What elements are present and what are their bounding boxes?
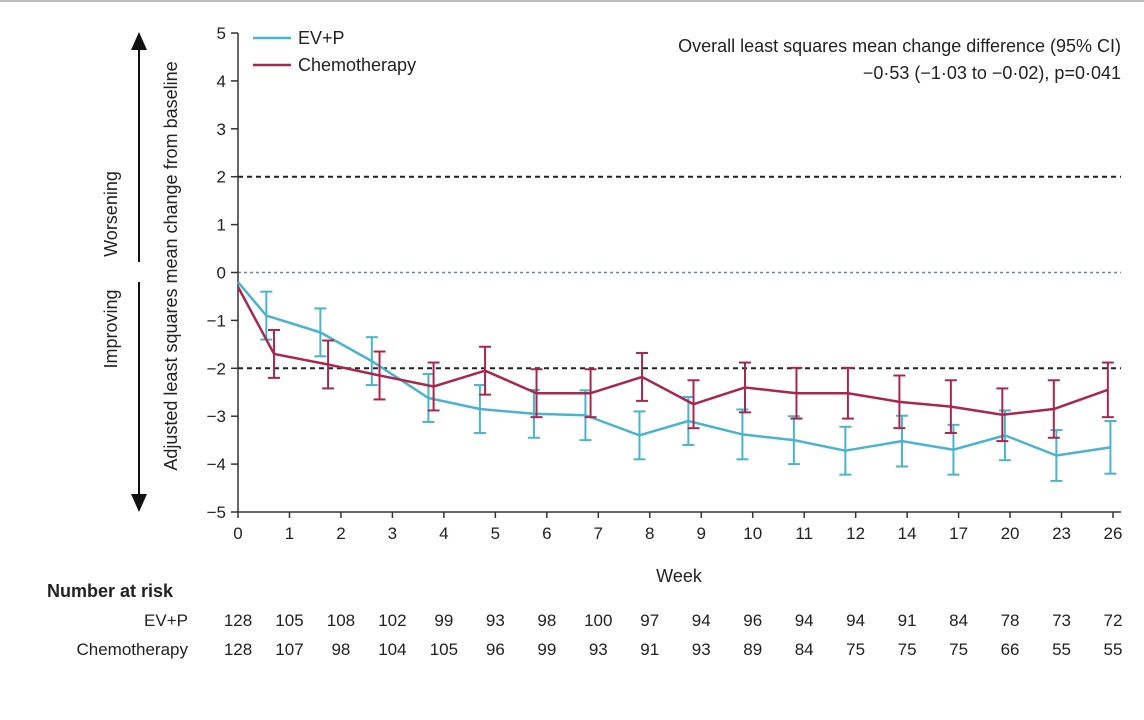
x-tick-label: 9	[697, 524, 706, 543]
worsening-arrow-head	[131, 32, 147, 50]
x-tick-label: 2	[336, 524, 345, 543]
x-tick-label: 0	[233, 524, 242, 543]
x-tick-label: 26	[1104, 524, 1123, 543]
y-tick-label: 4	[217, 72, 226, 91]
y-tick-label: −5	[207, 503, 226, 522]
risk-value: 128	[224, 640, 252, 659]
y-tick-label: −3	[207, 407, 226, 426]
risk-value: 94	[795, 611, 814, 630]
y-tick-label: 2	[217, 168, 226, 187]
risk-value: 73	[1052, 611, 1071, 630]
risk-value: 93	[486, 611, 505, 630]
risk-value: 104	[378, 640, 406, 659]
risk-row-label: Chemotherapy	[76, 640, 188, 659]
risk-value: 107	[275, 640, 303, 659]
annotation-line-2: −0·53 (−1·03 to −0·02), p=0·041	[863, 63, 1121, 83]
risk-value: 91	[640, 640, 659, 659]
x-tick-label: 5	[491, 524, 500, 543]
risk-value: 55	[1104, 640, 1123, 659]
legend: EV+P Chemotherapy	[253, 28, 416, 75]
series-chemotherapy	[236, 286, 1114, 443]
risk-value: 128	[224, 611, 252, 630]
risk-value: 75	[949, 640, 968, 659]
x-tick-label: 7	[594, 524, 603, 543]
y-axis-title: Adjusted least squares mean change from …	[161, 61, 181, 470]
risk-value: 84	[949, 611, 968, 630]
risk-value: 105	[430, 640, 458, 659]
risk-value: 93	[692, 640, 711, 659]
y-tick-label: −2	[207, 359, 226, 378]
risk-values: 128 105 108 102 99 93 98 100 97 94 96 94 94 91 84 78 73 7…	[224, 611, 1123, 659]
x-ticks: 0 1 2 3 4 5 6 7 8 9 10 11 12 14 17 20 23 26	[233, 512, 1122, 543]
direction-arrows: Worsening Improving Adjusted least squar…	[101, 32, 181, 512]
risk-value: 66	[1001, 640, 1020, 659]
risk-value: 55	[1052, 640, 1071, 659]
x-tick-label: 23	[1052, 524, 1071, 543]
risk-value: 108	[327, 611, 355, 630]
x-tick-label: 20	[1001, 524, 1020, 543]
risk-value: 78	[1001, 611, 1020, 630]
y-tick-label: 1	[217, 216, 226, 235]
worsening-label: Worsening	[101, 171, 121, 257]
risk-value: 84	[795, 640, 814, 659]
risk-value: 93	[589, 640, 608, 659]
y-tick-label: −4	[207, 455, 226, 474]
risk-value: 100	[584, 611, 612, 630]
risk-value: 96	[743, 611, 762, 630]
y-tick-label: 0	[217, 264, 226, 283]
risk-table-title: Number at risk	[47, 581, 174, 601]
improving-label: Improving	[101, 289, 121, 368]
risk-value: 72	[1104, 611, 1123, 630]
x-tick-label: 8	[645, 524, 654, 543]
risk-row-label: EV+P	[144, 611, 188, 630]
x-tick-label: 6	[542, 524, 551, 543]
risk-value: 96	[486, 640, 505, 659]
risk-value: 94	[846, 611, 865, 630]
risk-value: 75	[846, 640, 865, 659]
legend-ev-p-label: EV+P	[298, 28, 345, 48]
risk-value: 75	[898, 640, 917, 659]
chemotherapy-line	[236, 286, 1109, 417]
risk-value: 102	[378, 611, 406, 630]
risk-value: 97	[640, 611, 659, 630]
y-tick-label: 5	[217, 24, 226, 43]
x-tick-label: 17	[949, 524, 968, 543]
x-tick-label: 11	[795, 524, 813, 543]
x-axis-title: Week	[656, 566, 703, 586]
ev-p-line	[237, 281, 1111, 457]
x-tick-label: 3	[388, 524, 397, 543]
gridlines	[238, 175, 1121, 370]
legend-chemotherapy-label: Chemotherapy	[298, 55, 416, 75]
top-rule	[0, 0, 1144, 2]
risk-value: 98	[537, 611, 556, 630]
risk-value: 99	[537, 640, 556, 659]
risk-value: 105	[275, 611, 303, 630]
risk-value: 91	[898, 611, 917, 630]
y-tick-label: −1	[207, 311, 226, 330]
improving-arrow-head	[131, 494, 147, 512]
x-tick-label: 4	[439, 524, 448, 543]
x-tick-label: 14	[898, 524, 917, 543]
x-tick-label: 1	[285, 524, 294, 543]
series-ev-p	[237, 281, 1117, 482]
y-ticks: 5 4 3 2 1 0 −1 −2 −3 −4 −5	[207, 24, 238, 522]
risk-value: 99	[434, 611, 453, 630]
annotation-line-1: Overall least squares mean change differ…	[678, 36, 1121, 56]
x-tick-label: 10	[743, 524, 762, 543]
x-tick-label: 12	[846, 524, 865, 543]
y-tick-label: 3	[217, 120, 226, 139]
risk-value: 98	[331, 640, 350, 659]
risk-value: 94	[692, 611, 711, 630]
risk-table: Number at risk EV+P Chemotherapy 128 105 1…	[47, 581, 1122, 659]
risk-value: 89	[743, 640, 762, 659]
